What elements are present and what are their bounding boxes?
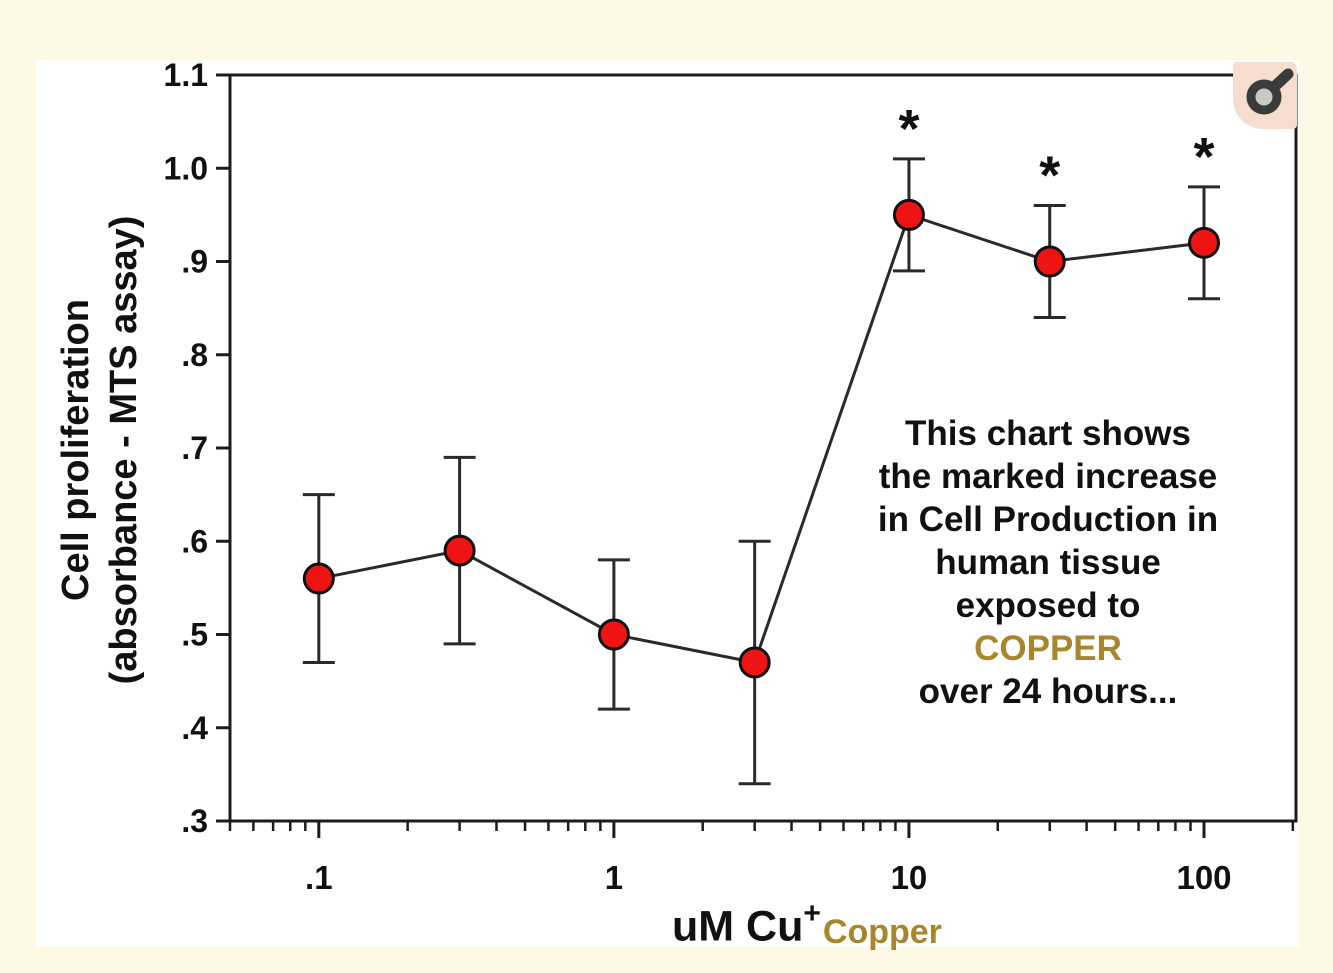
data-point bbox=[443, 534, 476, 567]
x-tick-label: 10 bbox=[891, 859, 928, 896]
magnifier-lens bbox=[1246, 79, 1282, 115]
data-point bbox=[738, 646, 771, 679]
y-tick-label: 1.1 bbox=[164, 57, 208, 93]
y-axis-title-line2: (absorbance - MTS assay) bbox=[103, 215, 145, 685]
y-tick-label: 1.0 bbox=[164, 150, 208, 186]
annotation-line: human tissue bbox=[935, 543, 1161, 582]
y-tick-label: .5 bbox=[181, 617, 208, 653]
x-tick-label: .1 bbox=[305, 859, 333, 896]
x-axis-title-superscript: + bbox=[803, 897, 821, 930]
data-point bbox=[892, 198, 925, 231]
x-axis-title-main: uM Cu bbox=[672, 902, 804, 951]
x-axis-title-suffix: Copper bbox=[822, 913, 942, 952]
significance-asterisk: * bbox=[898, 99, 919, 159]
zoom-icon-button[interactable] bbox=[1233, 62, 1297, 129]
x-tick-label: 1 bbox=[605, 859, 623, 896]
y-tick-label: .3 bbox=[181, 803, 208, 839]
y-tick-label: .9 bbox=[181, 244, 208, 280]
significance-asterisk: * bbox=[1039, 146, 1060, 206]
annotation-text: This chart shows the marked increase in … bbox=[878, 412, 1218, 713]
x-tick-label: 100 bbox=[1176, 859, 1231, 896]
y-axis-title-line1: Cell proliferation bbox=[55, 299, 97, 601]
y-axis-title: Cell proliferation (absorbance - MTS ass… bbox=[52, 216, 148, 685]
y-tick-label: .4 bbox=[181, 710, 208, 746]
data-point bbox=[302, 562, 335, 595]
annotation-line: over 24 hours... bbox=[918, 672, 1178, 711]
data-point bbox=[597, 618, 630, 651]
data-point bbox=[1033, 245, 1066, 278]
annotation-line: in Cell Production in bbox=[877, 500, 1219, 539]
chart-panel bbox=[36, 60, 1299, 947]
x-axis-title: uM Cu+Copper bbox=[672, 897, 942, 952]
y-tick-label: .8 bbox=[181, 337, 208, 373]
annotation-line: the marked increase bbox=[878, 457, 1218, 496]
data-point bbox=[1188, 226, 1221, 259]
significance-asterisk: * bbox=[1194, 127, 1215, 187]
annotation-line-copper: COPPER bbox=[974, 629, 1122, 668]
annotation-line: This chart shows bbox=[905, 414, 1191, 453]
annotation-line: exposed to bbox=[955, 586, 1141, 625]
plot-frame bbox=[228, 73, 1298, 823]
magnifier-icon bbox=[1246, 68, 1294, 115]
y-tick-label: .6 bbox=[181, 523, 208, 559]
y-tick-label: .7 bbox=[181, 430, 208, 466]
